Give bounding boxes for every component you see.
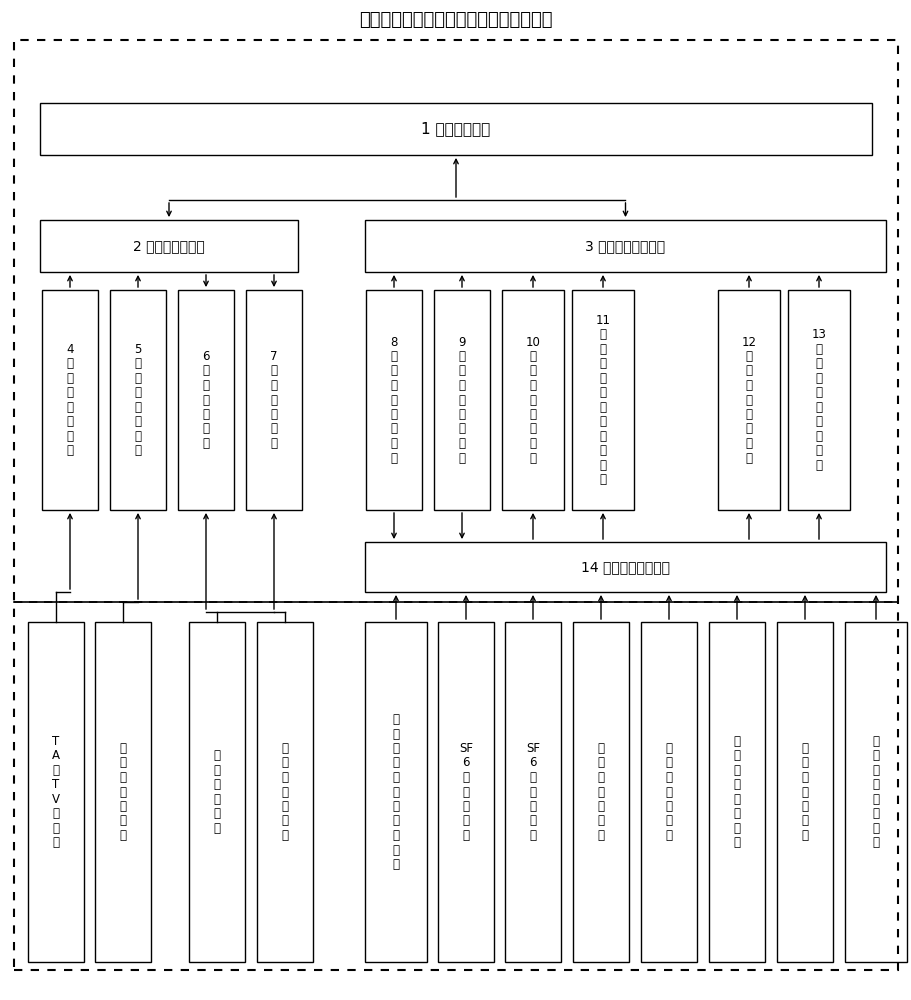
Text: 设
备
声
音
传
感
器: 设 备 声 音 传 感 器 (665, 742, 671, 842)
Bar (178, 290, 234, 510)
Text: 6
开
关
控
制
回
路: 6 开 关 控 制 回 路 (202, 350, 210, 450)
Text: 电
缆
接
头
泄
漏
电
流
传
感
器: 电 缆 接 头 泄 漏 电 流 传 感 器 (392, 713, 399, 871)
Text: 7
开
关
储
能
回
路: 7 开 关 储 能 回 路 (270, 350, 278, 450)
Text: 2 测量与控制模块: 2 测量与控制模块 (133, 239, 205, 253)
Bar (189, 622, 245, 962)
Text: 开
关
位
置
继
电
器: 开 关 位 置 继 电 器 (119, 742, 127, 842)
Bar (246, 290, 302, 510)
Bar (364, 220, 885, 272)
Text: 环
境
温
湿
度
传
感
器: 环 境 温 湿 度 传 感 器 (872, 735, 878, 849)
Bar (364, 622, 426, 962)
Bar (437, 622, 494, 962)
Text: 1 外部通信接口: 1 外部通信接口 (421, 121, 490, 136)
Text: 蓄
电
池
后
备
电
源: 蓄 电 池 后 备 电 源 (281, 742, 288, 842)
Text: 13
环
境
温
湿
度
监
测
模
块: 13 环 境 温 湿 度 监 测 模 块 (811, 328, 825, 472)
Text: SF
6
微
水
传
感
器: SF 6 微 水 传 感 器 (526, 742, 539, 842)
Bar (572, 622, 629, 962)
Bar (505, 622, 560, 962)
Bar (40, 103, 871, 155)
Bar (95, 622, 151, 962)
Bar (787, 290, 849, 510)
Bar (776, 622, 832, 962)
Bar (40, 220, 298, 272)
Bar (571, 290, 633, 510)
Text: 设
备
温
度
传
感
器: 设 备 温 度 传 感 器 (801, 742, 808, 842)
Bar (844, 622, 906, 962)
Text: 5
开
关
量
采
集
模
块: 5 开 关 量 采 集 模 块 (134, 343, 141, 457)
Text: 设
备
振
动
传
感
器: 设 备 振 动 传 感 器 (597, 742, 604, 842)
Bar (42, 290, 97, 510)
Bar (110, 290, 166, 510)
Text: 开
关
操
动
机
构: 开 关 操 动 机 构 (213, 749, 220, 835)
Bar (717, 290, 779, 510)
Text: 4
模
拟
量
采
集
模
块: 4 模 拟 量 采 集 模 块 (67, 343, 74, 457)
Text: 10
绝
缘
特
性
监
测
模
块: 10 绝 缘 特 性 监 测 模 块 (525, 336, 540, 464)
Bar (257, 622, 312, 962)
Bar (708, 622, 764, 962)
Text: 14 现场数据总线接口: 14 现场数据总线接口 (580, 560, 670, 574)
Text: 8
开
关
特
性
监
测
模
块: 8 开 关 特 性 监 测 模 块 (390, 336, 397, 464)
Text: SF
6
压
力
传
感
器: SF 6 压 力 传 感 器 (458, 742, 473, 842)
Bar (434, 290, 489, 510)
Bar (28, 622, 84, 962)
Bar (501, 290, 563, 510)
Bar (365, 290, 422, 510)
Bar (640, 622, 696, 962)
Text: 具备设备状态监测功能的配电自动化终端: 具备设备状态监测功能的配电自动化终端 (359, 11, 552, 29)
Text: T
A
及
T
V
传
感
器: T A 及 T V 传 感 器 (52, 735, 60, 849)
Bar (364, 542, 885, 592)
Text: 电
缆
头
温
度
传
感
器: 电 缆 头 温 度 传 感 器 (732, 735, 740, 849)
Text: 12
设
备
温
度
监
测
模
块: 12 设 备 温 度 监 测 模 块 (741, 336, 755, 464)
Text: 9
电
源
状
态
监
测
模
块: 9 电 源 状 态 监 测 模 块 (457, 336, 466, 464)
Text: 11
设
备
振
动
与
声
音
监
测
模
块: 11 设 备 振 动 与 声 音 监 测 模 块 (595, 314, 609, 486)
Text: 3 设备状态诊断模块: 3 设备状态诊断模块 (585, 239, 665, 253)
